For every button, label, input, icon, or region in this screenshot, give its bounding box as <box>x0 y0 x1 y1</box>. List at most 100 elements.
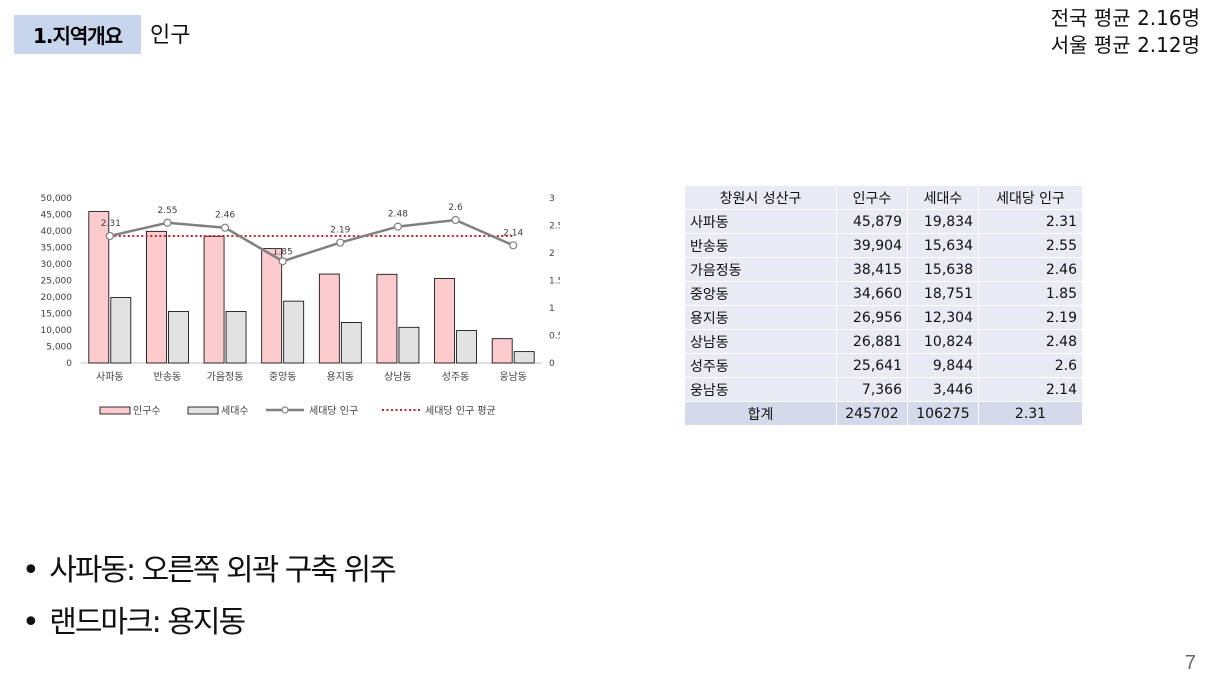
table-row: 중앙동 34,660 18,751 1.85 <box>685 282 1082 305</box>
y-right-tick-label: 2 <box>549 249 555 259</box>
table-total-row: 합계 245702 106275 2.31 <box>685 402 1082 425</box>
y-left-tick-label: 45,000 <box>41 211 73 221</box>
per-household-point <box>509 241 518 250</box>
section-title: 1.지역개요 <box>14 15 141 54</box>
x-tick-label: 반송동 <box>154 371 182 383</box>
table-row: 반송동 39,904 15,634 2.55 <box>685 234 1082 257</box>
dong-name-cell: 용지동 <box>685 306 836 329</box>
dong-name-cell: 중앙동 <box>685 282 836 305</box>
bullet-item: 랜드마크: 용지동 <box>22 597 395 649</box>
dong-name-cell: 반송동 <box>685 234 836 257</box>
household-bar <box>398 326 420 364</box>
population-bar <box>491 338 513 364</box>
total-cell: 106275 <box>908 402 978 425</box>
household-bar <box>225 310 247 364</box>
per-household-point <box>278 257 287 266</box>
table-header-cell: 인구수 <box>837 186 907 209</box>
table-cell: 9,844 <box>908 354 978 377</box>
table-header-cell: 세대수 <box>908 186 978 209</box>
population-bar <box>376 273 398 364</box>
y-left-tick-label: 35,000 <box>41 244 73 254</box>
table-cell: 45,879 <box>837 210 907 233</box>
table-cell: 34,660 <box>837 282 907 305</box>
total-cell: 245702 <box>837 402 907 425</box>
table-cell: 26,956 <box>837 306 907 329</box>
legend-label: 세대당 인구 <box>309 405 358 417</box>
table-cell: 2.19 <box>979 306 1082 329</box>
y-left-tick-label: 10,000 <box>41 326 73 336</box>
table-header-row: 창원시 성산구 인구수 세대수 세대당 인구 <box>685 186 1082 209</box>
household-bar <box>513 351 535 364</box>
table-row: 가음정동 38,415 15,638 2.46 <box>685 258 1082 281</box>
table-cell: 2.55 <box>979 234 1082 257</box>
y-left-tick-label: 50,000 <box>41 194 73 204</box>
y-right-tick-label: 2.5 <box>549 222 560 232</box>
page-number: 7 <box>1184 652 1196 674</box>
population-bar <box>318 273 340 364</box>
table-row: 용지동 26,956 12,304 2.19 <box>685 306 1082 329</box>
legend-marker-per-household <box>281 406 289 414</box>
per-household-data-label: 2.55 <box>157 206 177 216</box>
bullet-list: 사파동: 오른쪽 외곽 구축 위주 랜드마크: 용지동 <box>22 545 396 649</box>
table-cell: 2.14 <box>979 378 1082 401</box>
per-household-data-label: 2.19 <box>330 226 350 236</box>
per-household-point <box>336 238 345 247</box>
x-tick-label: 사파동 <box>96 371 124 383</box>
legend-swatch-household <box>187 406 219 415</box>
table-cell: 15,634 <box>908 234 978 257</box>
per-household-data-label: 2.14 <box>503 228 523 238</box>
x-tick-label: 성주동 <box>442 371 470 383</box>
population-bar <box>146 230 167 364</box>
population-bar <box>434 277 455 364</box>
table-cell: 10,824 <box>908 330 978 353</box>
per-household-data-label: 2.48 <box>388 210 408 220</box>
y-right-tick-label: 0 <box>549 359 555 369</box>
x-tick-label: 중앙동 <box>269 371 297 383</box>
table-cell: 1.85 <box>979 282 1082 305</box>
table-cell: 38,415 <box>837 258 907 281</box>
table-cell: 2.31 <box>979 210 1082 233</box>
y-left-tick-label: 0 <box>66 359 72 369</box>
legend-label: 세대수 <box>221 405 249 417</box>
dong-name-cell: 성주동 <box>685 354 836 377</box>
per-household-point <box>220 223 230 232</box>
table-cell: 18,751 <box>908 282 978 305</box>
average-info: 전국 평균 2.16명 서울 평균 2.12명 <box>1051 5 1200 59</box>
x-tick-label: 웅남동 <box>499 371 527 383</box>
table-row: 사파동 45,879 19,834 2.31 <box>685 210 1082 233</box>
table-row: 상남동 26,881 10,824 2.48 <box>685 330 1082 353</box>
per-household-point <box>451 215 460 225</box>
table-cell: 12,304 <box>908 306 978 329</box>
y-left-tick-label: 20,000 <box>41 293 73 303</box>
dong-name-cell: 상남동 <box>685 330 836 353</box>
table-header-cell: 세대당 인구 <box>979 186 1082 209</box>
x-tick-label: 가음정동 <box>207 371 244 383</box>
table-cell: 26,881 <box>837 330 907 353</box>
table-cell: 39,904 <box>837 234 907 257</box>
table-row: 웅남동 7,366 3,446 2.14 <box>685 378 1082 401</box>
y-left-tick-label: 30,000 <box>41 260 73 270</box>
y-right-tick-label: 0.5 <box>549 332 560 342</box>
x-tick-label: 상남동 <box>384 371 412 383</box>
household-bar <box>110 297 132 364</box>
table-cell: 7,366 <box>837 378 907 401</box>
dong-name-cell: 가음정동 <box>685 258 836 281</box>
population-bar <box>261 248 283 364</box>
total-cell: 합계 <box>685 402 836 425</box>
legend-swatch-population <box>99 406 131 415</box>
seoul-average: 서울 평균 2.12명 <box>1050 33 1200 57</box>
table-cell: 2.46 <box>979 258 1082 281</box>
household-bar <box>283 300 305 364</box>
per-household-data-label: 2.31 <box>101 219 121 229</box>
per-household-data-label: 2.6 <box>448 203 463 213</box>
page-subtitle: 인구 <box>150 23 191 48</box>
per-household-data-label: 1.85 <box>273 247 293 257</box>
population-table: 창원시 성산구 인구수 세대수 세대당 인구 사파동 45,879 19,834 2.… <box>684 185 1083 426</box>
legend-label: 세대당 인구 평균 <box>425 405 496 417</box>
household-bar <box>456 330 477 364</box>
y-left-tick-label: 5,000 <box>46 343 72 353</box>
legend-label: 인구수 <box>133 405 161 417</box>
household-bar <box>168 311 189 364</box>
population-bar <box>88 211 110 364</box>
dong-name-cell: 웅남동 <box>685 378 836 401</box>
